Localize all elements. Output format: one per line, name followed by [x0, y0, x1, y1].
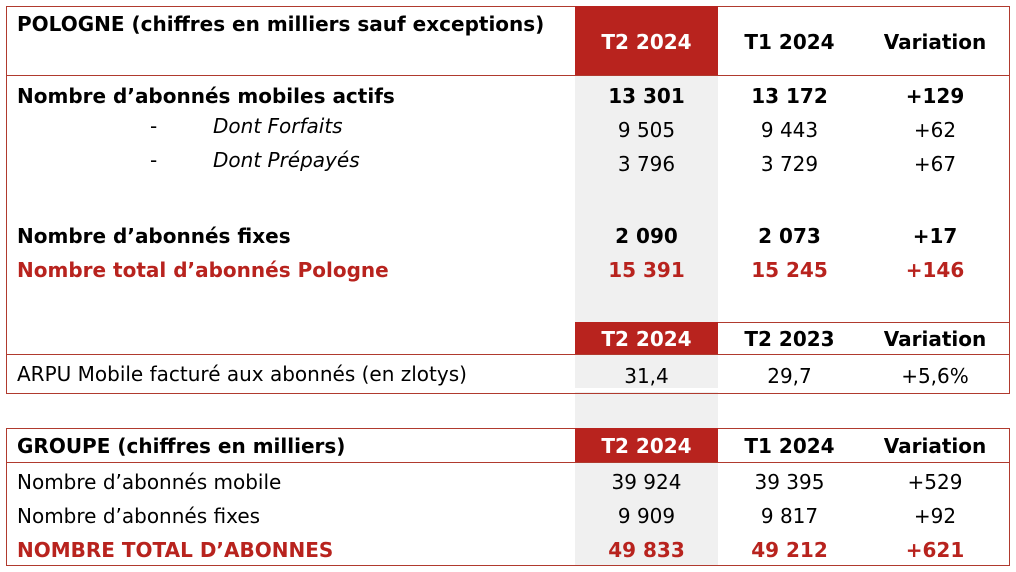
row-value: 39 924 — [611, 470, 682, 494]
row-value: +529 — [907, 470, 963, 494]
groupe-header-col2: T1 2024 — [744, 434, 835, 458]
pologne-header-divider — [6, 75, 1010, 76]
row-value: 15 391 — [608, 258, 685, 282]
row-value: +129 — [905, 84, 965, 108]
row-value: +67 — [913, 152, 957, 176]
pologne-title: POLOGNE (chiffres en milliers sauf excep… — [17, 12, 545, 36]
row-label-arpu: ARPU Mobile facturé aux abonnés (en zlot… — [17, 362, 467, 386]
groupe-title: GROUPE (chiffres en milliers) — [17, 434, 346, 458]
row-value: 2 073 — [758, 224, 821, 248]
row-label-prepayes: Dont Prépayés — [213, 148, 360, 172]
row-label-groupe-fixes: Nombre d’abonnés fixes — [17, 504, 261, 528]
pologne-table — [6, 6, 1010, 394]
row-value: +17 — [912, 224, 958, 248]
arpu-header-highlight — [575, 322, 718, 354]
arpu-header-top-divider — [575, 322, 1010, 323]
row-value: 39 395 — [754, 470, 825, 494]
highlight-column-spacer — [575, 392, 718, 428]
row-value: 2 090 — [615, 224, 678, 248]
row-label-groupe-total: NOMBRE TOTAL D’ABONNES — [17, 538, 334, 562]
groupe-header-highlight — [575, 428, 718, 462]
row-value: 49 212 — [751, 538, 828, 562]
row-value: 9 505 — [617, 118, 676, 142]
row-value: 13 172 — [751, 84, 828, 108]
groupe-header-col1: T2 2024 — [601, 434, 692, 458]
row-value: 15 245 — [751, 258, 828, 282]
row-value: 3 729 — [760, 152, 819, 176]
arpu-header-divider — [6, 354, 1010, 355]
row-value: 9 909 — [617, 504, 676, 528]
row-value: 49 833 — [608, 538, 685, 562]
row-value: +62 — [913, 118, 957, 142]
row-value: 31,4 — [624, 364, 669, 388]
list-bullet: - — [150, 148, 158, 172]
row-value: +5,6% — [901, 364, 969, 388]
pologne-header-highlight — [575, 6, 718, 75]
row-value: 29,7 — [767, 364, 812, 388]
arpu-header-col2: T2 2023 — [744, 327, 835, 351]
row-label-groupe-mobile: Nombre d’abonnés mobile — [17, 470, 282, 494]
row-value: +92 — [913, 504, 957, 528]
arpu-header-col3: Variation — [883, 327, 987, 351]
pologne-header-col2: T1 2024 — [744, 30, 835, 54]
row-label-forfaits: Dont Forfaits — [213, 114, 343, 138]
pologne-header-col1: T2 2024 — [601, 30, 692, 54]
row-label-total-pologne: Nombre total d’abonnés Pologne — [17, 258, 389, 282]
row-value: +146 — [905, 258, 965, 282]
row-label-fixes: Nombre d’abonnés fixes — [17, 224, 291, 248]
groupe-header-col3: Variation — [883, 434, 987, 458]
row-value: 3 796 — [617, 152, 676, 176]
row-label-mobiles-actifs: Nombre d’abonnés mobiles actifs — [17, 84, 395, 108]
list-bullet: - — [150, 114, 158, 138]
row-value: 9 443 — [760, 118, 819, 142]
row-value: 9 817 — [760, 504, 819, 528]
groupe-table — [6, 428, 1010, 566]
pologne-header-col3: Variation — [883, 30, 987, 54]
groupe-header-divider — [6, 462, 1010, 463]
row-value: +621 — [905, 538, 965, 562]
arpu-header-col1: T2 2024 — [601, 327, 692, 351]
row-value: 13 301 — [608, 84, 685, 108]
